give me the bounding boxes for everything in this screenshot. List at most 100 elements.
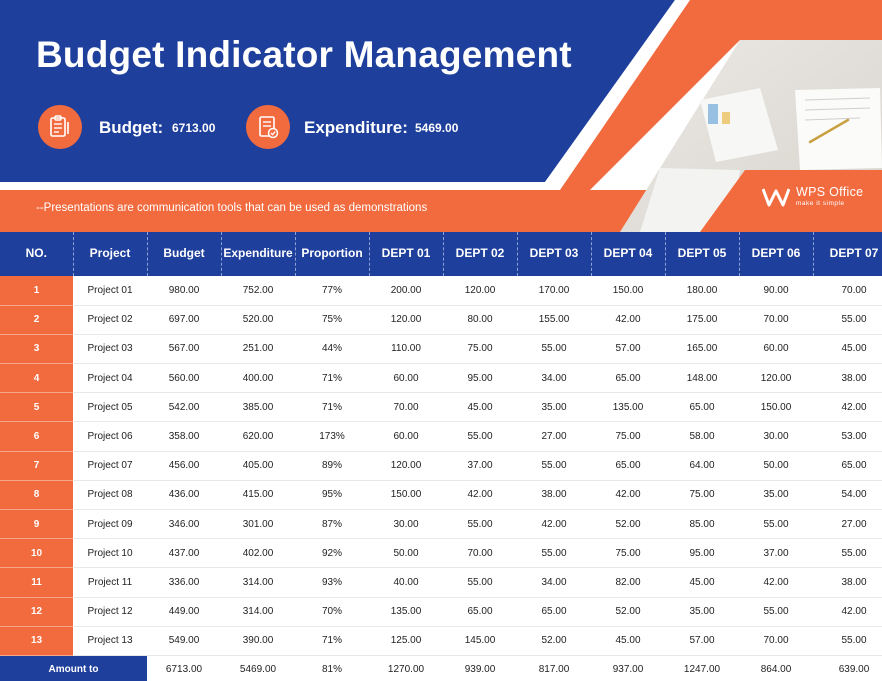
table-cell: 42.00 <box>739 567 813 598</box>
table-cell: 95% <box>295 480 369 511</box>
row-number: 11 <box>0 567 73 598</box>
table-cell: 336.00 <box>147 567 221 598</box>
table-cell: 980.00 <box>147 276 221 306</box>
table-cell: 180.00 <box>665 276 739 306</box>
total-cell: 1270.00 <box>369 655 443 681</box>
table-cell: 385.00 <box>221 392 295 423</box>
table-cell: 60.00 <box>369 421 443 452</box>
table-cell: 70.00 <box>813 276 882 306</box>
table-cell: 55.00 <box>443 509 517 540</box>
table-row: 10 Project 10 437.00 402.00 92% 50.00 70.00 55.… <box>0 538 882 569</box>
table-cell: 697.00 <box>147 305 221 335</box>
table-cell: 80.00 <box>443 305 517 335</box>
table-row: 12 Project 12 449.00 314.00 70% 135.00 65.00 65… <box>0 597 882 627</box>
table-cell: 752.00 <box>221 276 295 306</box>
table-cell: 75.00 <box>665 480 739 511</box>
table-cell: 120.00 <box>739 363 813 394</box>
table-cell: 520.00 <box>221 305 295 335</box>
table-cell: Project 11 <box>73 567 147 598</box>
table-cell: 170.00 <box>517 276 591 306</box>
table-cell: Project 09 <box>73 509 147 540</box>
table-cell: 42.00 <box>813 597 882 627</box>
table-cell: 38.00 <box>813 567 882 598</box>
document-check-icon <box>246 105 290 149</box>
table-cell: 549.00 <box>147 626 221 656</box>
table-cell: 346.00 <box>147 509 221 540</box>
table-row: 5 Project 05 542.00 385.00 71% 70.00 45.00 35.0… <box>0 392 882 423</box>
table-cell: 150.00 <box>369 480 443 511</box>
table-cell: Project 01 <box>73 276 147 306</box>
table-cell: 175.00 <box>665 305 739 335</box>
row-number: 8 <box>0 480 73 511</box>
total-label: Amount to <box>0 655 147 681</box>
table-cell: 54.00 <box>813 480 882 511</box>
table-cell: 37.00 <box>739 538 813 569</box>
table-cell: 85.00 <box>665 509 739 540</box>
table-cell: 251.00 <box>221 334 295 365</box>
table-cell: 55.00 <box>813 538 882 569</box>
budget-value: 6713.00 <box>172 121 216 135</box>
table-cell: 65.00 <box>517 597 591 627</box>
table-cell: 42.00 <box>443 480 517 511</box>
table-cell: 436.00 <box>147 480 221 511</box>
table-cell: 120.00 <box>369 305 443 335</box>
table-cell: 38.00 <box>813 363 882 394</box>
table-cell: 57.00 <box>665 626 739 656</box>
row-number: 6 <box>0 421 73 452</box>
table-cell: 82.00 <box>591 567 665 598</box>
row-number: 1 <box>0 276 73 306</box>
table-cell: 314.00 <box>221 567 295 598</box>
table-cell: 42.00 <box>517 509 591 540</box>
table-row: 9 Project 09 346.00 301.00 87% 30.00 55.00 42.0… <box>0 509 882 540</box>
table-cell: 40.00 <box>369 567 443 598</box>
expenditure-label: Expenditure: <box>304 118 408 137</box>
column-header: DEPT 01 <box>369 232 444 276</box>
total-cell: 639.00 <box>813 655 882 681</box>
row-number: 2 <box>0 305 73 335</box>
logo-name: WPS Office <box>796 185 864 199</box>
table-cell: 50.00 <box>739 451 813 481</box>
table-cell: 92% <box>295 538 369 569</box>
table-cell: 30.00 <box>369 509 443 540</box>
column-header: DEPT 05 <box>665 232 740 276</box>
table-cell: 110.00 <box>369 334 443 365</box>
table-cell: 50.00 <box>369 538 443 569</box>
table-cell: 449.00 <box>147 597 221 627</box>
table-cell: 120.00 <box>369 451 443 481</box>
column-header: DEPT 07 <box>813 232 882 276</box>
total-cell: 1247.00 <box>665 655 739 681</box>
column-header: DEPT 03 <box>517 232 592 276</box>
column-header: DEPT 04 <box>591 232 666 276</box>
column-header: DEPT 06 <box>739 232 814 276</box>
table-cell: 125.00 <box>369 626 443 656</box>
table-cell: 42.00 <box>591 480 665 511</box>
table-cell: Project 13 <box>73 626 147 656</box>
expenditure-value: 5469.00 <box>415 121 459 135</box>
table-cell: 52.00 <box>517 626 591 656</box>
table-cell: 35.00 <box>739 480 813 511</box>
table-cell: 405.00 <box>221 451 295 481</box>
table-cell: 34.00 <box>517 363 591 394</box>
table-cell: 42.00 <box>591 305 665 335</box>
table-cell: 44% <box>295 334 369 365</box>
banner-background <box>0 0 882 232</box>
table-cell: 58.00 <box>665 421 739 452</box>
row-number: 3 <box>0 334 73 365</box>
column-header: Expenditure <box>221 232 296 276</box>
table-cell: 145.00 <box>443 626 517 656</box>
table-cell: 55.00 <box>517 334 591 365</box>
table-cell: 390.00 <box>221 626 295 656</box>
table-cell: 75.00 <box>591 538 665 569</box>
row-number: 10 <box>0 538 73 569</box>
table-cell: 70% <box>295 597 369 627</box>
table-cell: Project 04 <box>73 363 147 394</box>
table-cell: 93% <box>295 567 369 598</box>
budget-table: NO. Project Budget Expenditure Proportion DEP… <box>0 232 882 681</box>
table-cell: 42.00 <box>813 392 882 423</box>
table-cell: 70.00 <box>443 538 517 569</box>
row-number: 13 <box>0 626 73 656</box>
table-cell: 314.00 <box>221 597 295 627</box>
row-number: 5 <box>0 392 73 423</box>
column-header: Project <box>73 232 148 276</box>
column-header: Proportion <box>295 232 370 276</box>
